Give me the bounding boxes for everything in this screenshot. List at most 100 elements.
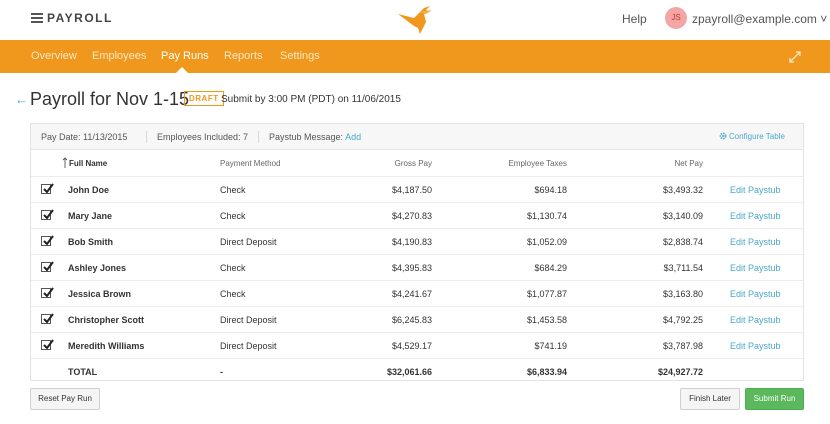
status-badge: DRAFT: [184, 91, 224, 106]
include-checkbox[interactable]: [41, 209, 54, 220]
table-row: John Doe Check $4,187.50 $694.18 $3,493.…: [31, 176, 803, 202]
include-checkbox[interactable]: [41, 313, 54, 324]
total-employee-taxes: $6,833.94: [526, 367, 567, 377]
paystub-message: Paystub Message: Add: [269, 132, 361, 142]
sort-ascending-icon[interactable]: [62, 157, 68, 168]
pay-date: Pay Date: 11/13/2015: [41, 132, 128, 142]
payment-method: Direct Deposit: [220, 315, 277, 325]
table-row: Christopher Scott Direct Deposit $6,245.…: [31, 306, 803, 332]
payment-method: Check: [220, 289, 246, 299]
divider: [258, 131, 259, 143]
employee-name: John Doe: [68, 185, 110, 195]
employee-taxes: $1,052.09: [526, 237, 567, 247]
employee-name: Bob Smith: [68, 237, 113, 247]
column-header-payment-method: Payment Method: [220, 159, 281, 168]
gross-pay: $4,187.50: [391, 185, 432, 195]
brand-title: PAYROLL: [47, 11, 113, 25]
gross-pay: $6,245.83: [391, 315, 432, 325]
net-pay: $4,792.25: [662, 315, 703, 325]
avatar[interactable]: JS: [665, 7, 687, 29]
column-header-full-name[interactable]: Full Name: [69, 159, 108, 168]
gear-icon: [719, 132, 727, 140]
tab-overview[interactable]: Overview: [31, 50, 77, 62]
employee-taxes: $1,453.58: [526, 315, 567, 325]
net-pay: $2,838.74: [662, 237, 703, 247]
payment-method: Check: [220, 185, 246, 195]
payment-method: Check: [220, 211, 246, 221]
column-header-net-pay: Net Pay: [674, 159, 703, 168]
net-pay: $3,163.80: [662, 289, 703, 299]
payment-method: Direct Deposit: [220, 341, 277, 351]
payment-method: Check: [220, 263, 246, 273]
add-paystub-message-link[interactable]: Add: [345, 132, 362, 142]
total-row: TOTAL - $32,061.66 $6,833.94 $24,927.72: [31, 358, 803, 384]
help-link[interactable]: Help: [622, 12, 647, 26]
edit-paystub-link[interactable]: Edit Paystub: [730, 211, 781, 221]
employee-name: Christopher Scott: [68, 315, 145, 325]
submit-deadline-note: Submit by 3:00 PM (PDT) on 11/06/2015: [221, 94, 401, 105]
table-row: Ashley Jones Check $4,395.83 $684.29 $3,…: [31, 254, 803, 280]
employee-taxes: $1,130.74: [526, 211, 567, 221]
table-row: Meredith Williams Direct Deposit $4,529.…: [31, 332, 803, 358]
employee-name: Jessica Brown: [68, 289, 132, 299]
net-pay: $3,787.98: [662, 341, 703, 351]
include-checkbox[interactable]: [41, 339, 54, 350]
edit-paystub-link[interactable]: Edit Paystub: [730, 237, 781, 247]
total-label: TOTAL: [68, 367, 98, 377]
summary-bar: Pay Date: 11/13/2015 Employees Included:…: [31, 124, 803, 150]
reset-pay-run-button[interactable]: Reset Pay Run: [30, 388, 100, 410]
total-payment-method: -: [220, 367, 223, 377]
total-gross-pay: $32,061.66: [386, 367, 432, 377]
active-tab-indicator: [176, 67, 188, 73]
pay-run-panel: Pay Date: 11/13/2015 Employees Included:…: [30, 123, 804, 381]
employee-name: Ashley Jones: [68, 263, 127, 273]
edit-paystub-link[interactable]: Edit Paystub: [730, 263, 781, 273]
edit-paystub-link[interactable]: Edit Paystub: [730, 289, 781, 299]
main-nav: Overview Employees Pay Runs Reports Sett…: [0, 40, 830, 73]
table-row: Jessica Brown Check $4,241.67 $1,077.87 …: [31, 280, 803, 306]
divider: [146, 131, 147, 143]
tab-pay-runs[interactable]: Pay Runs: [161, 50, 209, 62]
include-checkbox[interactable]: [41, 287, 54, 298]
employee-name: Meredith Williams: [68, 341, 145, 351]
column-header-employee-taxes: Employee Taxes: [508, 159, 567, 168]
table-row: Mary Jane Check $4,270.83 $1,130.74 $3,1…: [31, 202, 803, 228]
total-net-pay: $24,927.72: [657, 367, 703, 377]
include-checkbox[interactable]: [41, 261, 54, 272]
tab-settings[interactable]: Settings: [280, 50, 320, 62]
net-pay: $3,711.54: [663, 263, 703, 273]
employee-taxes: $694.18: [534, 185, 567, 195]
gross-pay: $4,270.83: [391, 211, 432, 221]
column-header-gross-pay: Gross Pay: [394, 159, 432, 168]
paystub-message-label: Paystub Message:: [269, 132, 344, 142]
hamburger-menu-icon[interactable]: [31, 13, 43, 23]
net-pay: $3,493.32: [662, 185, 703, 195]
net-pay: $3,140.09: [662, 211, 703, 221]
configure-table-label: Configure Table: [729, 132, 785, 141]
gross-pay: $4,395.83: [391, 263, 432, 273]
include-checkbox[interactable]: [41, 235, 54, 246]
edit-paystub-link[interactable]: Edit Paystub: [730, 341, 781, 351]
edit-paystub-link[interactable]: Edit Paystub: [730, 185, 781, 195]
expand-icon[interactable]: [788, 50, 802, 64]
back-arrow-icon[interactable]: ←: [15, 92, 28, 107]
finish-later-button[interactable]: Finish Later: [680, 388, 740, 410]
employee-taxes: $1,077.87: [526, 289, 567, 299]
tab-employees[interactable]: Employees: [92, 50, 147, 62]
tab-reports[interactable]: Reports: [224, 50, 263, 62]
include-checkbox[interactable]: [41, 183, 54, 194]
top-bar: PAYROLL Help JS zpayroll@example.com ˅: [0, 0, 830, 40]
configure-table-button[interactable]: Configure Table: [719, 132, 785, 141]
employee-name: Mary Jane: [68, 211, 113, 221]
gross-pay: $4,190.83: [391, 237, 432, 247]
gross-pay: $4,241.67: [391, 289, 432, 299]
table-row: Bob Smith Direct Deposit $4,190.83 $1,05…: [31, 228, 803, 254]
user-menu[interactable]: zpayroll@example.com ˅: [692, 12, 828, 26]
employees-included: Employees Included: 7: [157, 132, 249, 142]
edit-paystub-link[interactable]: Edit Paystub: [730, 315, 781, 325]
submit-run-button[interactable]: Submit Run: [745, 388, 804, 410]
gross-pay: $4,529.17: [391, 341, 432, 351]
employee-taxes: $684.29: [534, 263, 567, 273]
page-title: Payroll for Nov 1-15: [30, 89, 190, 109]
employee-taxes: $741.19: [534, 341, 567, 351]
